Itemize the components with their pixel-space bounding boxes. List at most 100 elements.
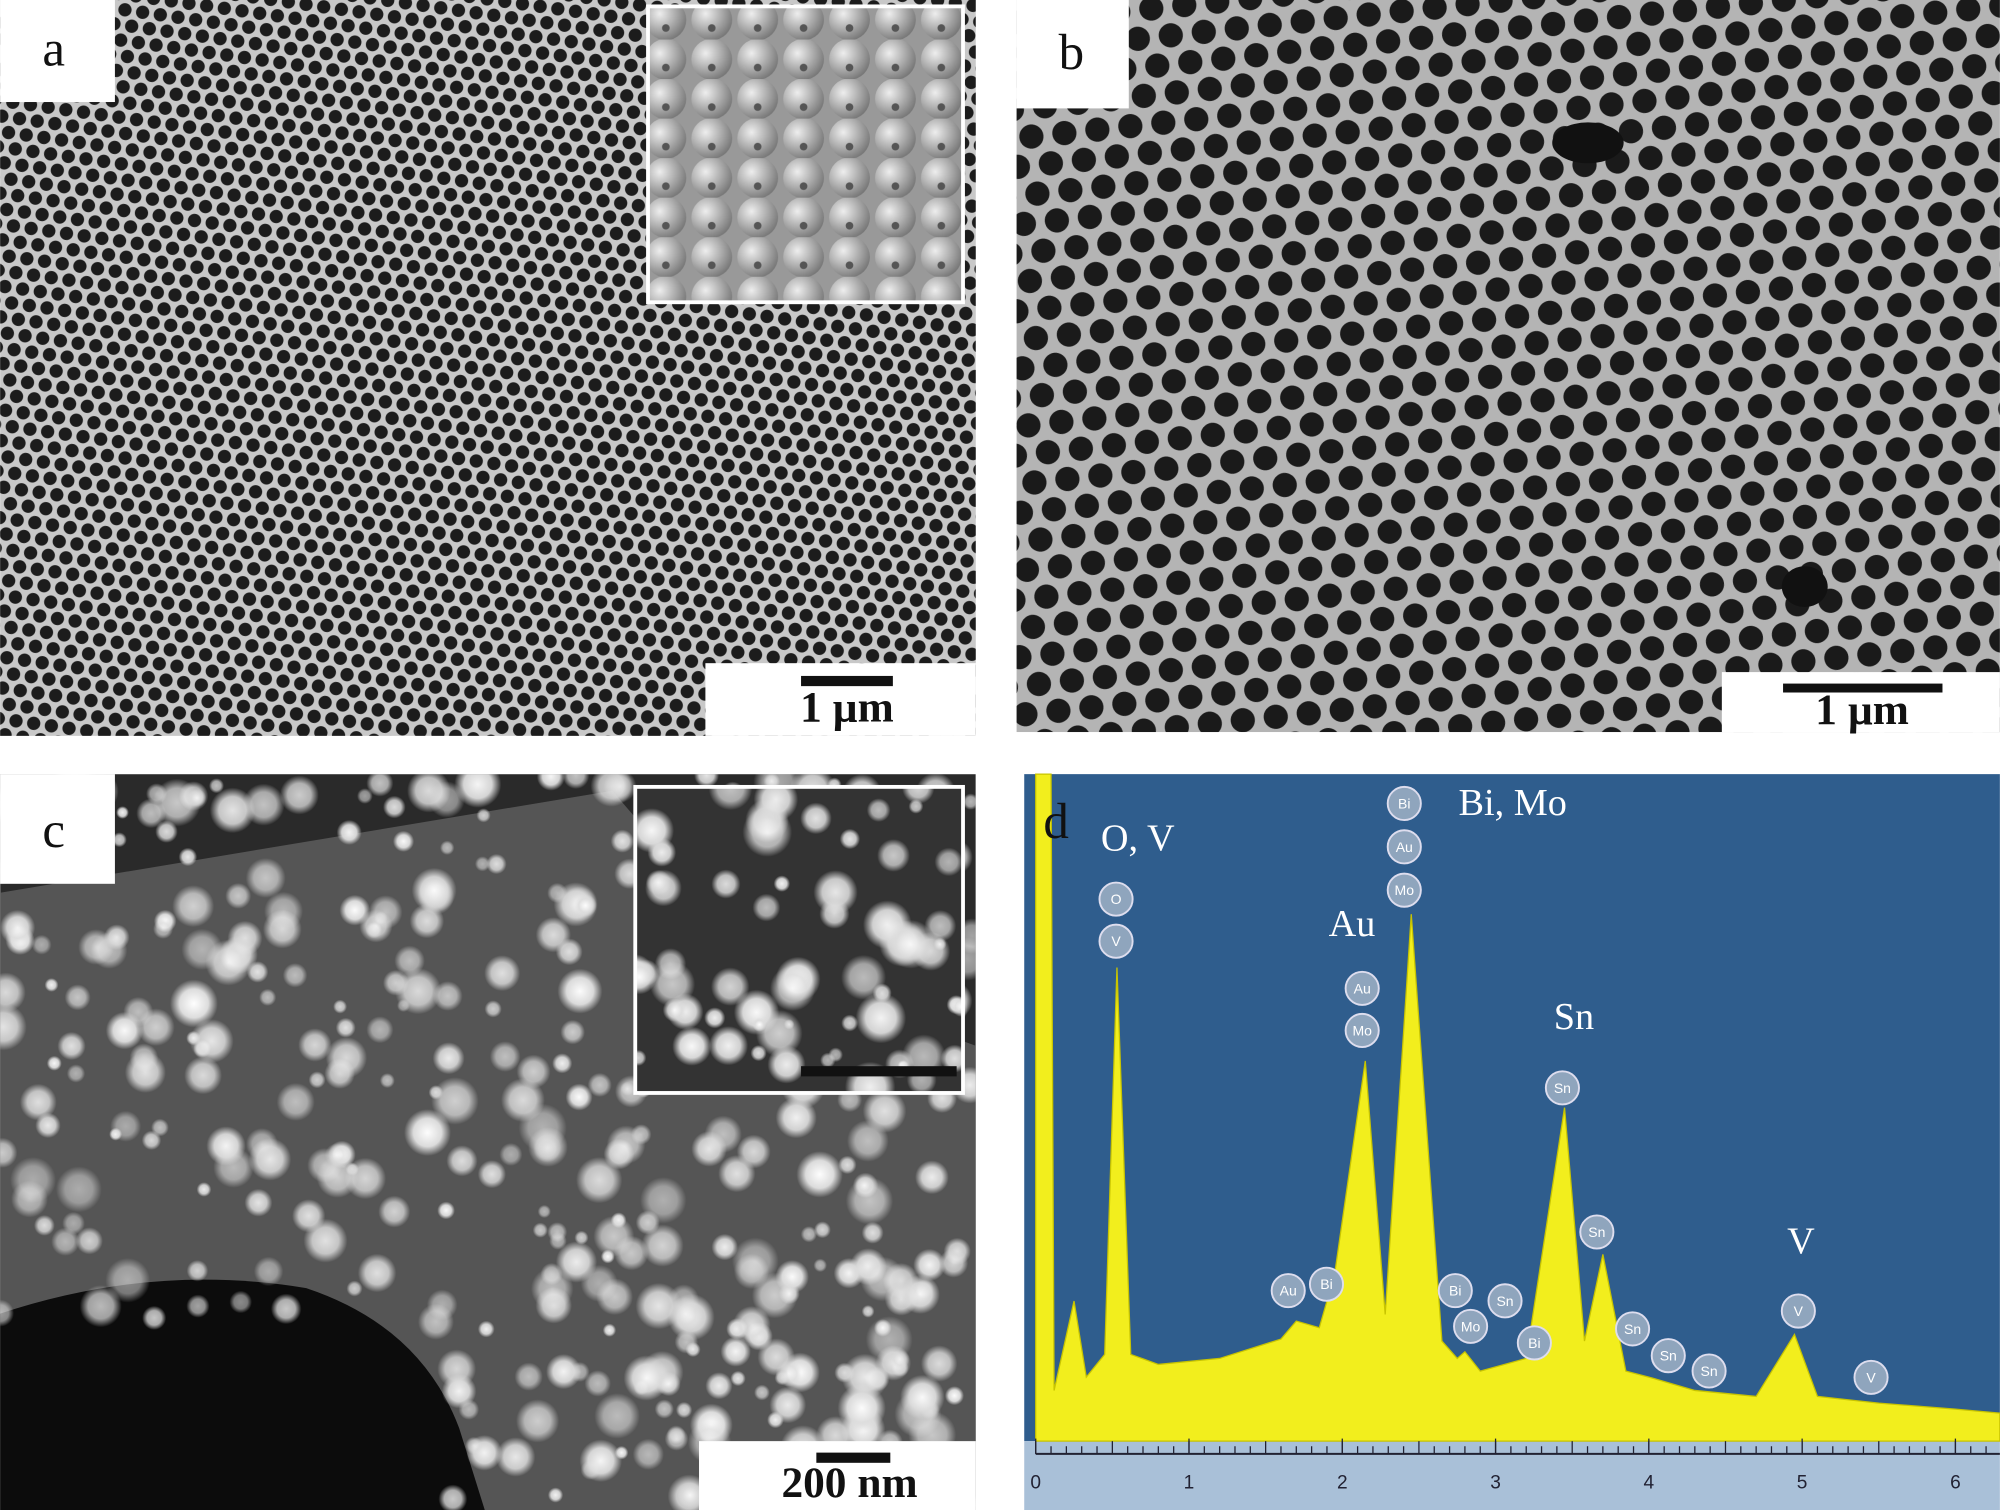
- element-badge-label: Sn: [1701, 1363, 1718, 1379]
- particle: [245, 858, 286, 898]
- particle: [151, 1118, 169, 1137]
- element-badge: [1098, 881, 1134, 917]
- particle: [613, 1235, 649, 1271]
- particle: [62, 1211, 85, 1235]
- x-tick-label: 1: [1184, 1472, 1195, 1493]
- particle: [641, 1224, 684, 1267]
- particle: [477, 1160, 506, 1189]
- particle: [569, 1361, 590, 1382]
- particle: [187, 788, 207, 808]
- particle: [796, 1151, 843, 1198]
- element-badge-label: Bi: [1320, 1276, 1332, 1292]
- particle: [900, 1274, 940, 1314]
- particle: [549, 1232, 567, 1250]
- particle: [431, 1077, 479, 1125]
- label-box: [0, 774, 115, 884]
- particle: [711, 869, 741, 899]
- particle: [708, 1026, 749, 1066]
- particle: [736, 1134, 771, 1169]
- particle: [516, 1399, 560, 1443]
- particle: [495, 1437, 536, 1477]
- particle: [392, 830, 415, 852]
- particle: [484, 1000, 502, 1018]
- x-tick-label: 3: [1490, 1472, 1501, 1493]
- particle: [253, 1256, 284, 1287]
- element-badge: [1650, 1338, 1686, 1374]
- particle: [662, 998, 687, 1022]
- scale-box: [1721, 672, 2000, 733]
- element-badge: [1453, 1308, 1489, 1344]
- particle: [630, 1124, 652, 1145]
- particle: [366, 1016, 394, 1044]
- particle: [886, 919, 935, 969]
- scale-bar: [816, 1452, 891, 1463]
- particle: [303, 1218, 348, 1263]
- particle: [560, 1019, 585, 1045]
- particle: [557, 968, 603, 1014]
- particle: [704, 1007, 726, 1029]
- particle: [596, 1278, 634, 1316]
- particle: [454, 774, 502, 808]
- particle: [552, 1053, 573, 1074]
- particle: [270, 1293, 302, 1325]
- particle: [635, 1049, 647, 1066]
- particle: [379, 1073, 395, 1089]
- spectrum-area: [1035, 773, 2000, 1442]
- particle: [245, 1128, 278, 1161]
- particle: [814, 1221, 831, 1239]
- particle: [847, 1120, 889, 1162]
- particle: [75, 1227, 103, 1255]
- particle: [382, 969, 409, 996]
- element-badge-label: Mo: [1352, 1022, 1372, 1038]
- label-box: [0, 0, 115, 103]
- particle: [565, 1083, 593, 1111]
- particle: [769, 1386, 807, 1424]
- particle: [186, 1260, 209, 1282]
- particle: [438, 1484, 468, 1510]
- particle: [244, 1188, 273, 1217]
- particle: [208, 778, 224, 794]
- particle: [733, 1306, 771, 1344]
- particle: [242, 783, 285, 826]
- particle: [962, 793, 976, 810]
- particle: [720, 1336, 751, 1367]
- inset-scale-bar: [801, 1066, 957, 1077]
- element-badge: [1544, 1070, 1580, 1106]
- particle: [484, 955, 521, 992]
- particle: [411, 867, 457, 913]
- particle: [308, 1071, 326, 1089]
- particle: [610, 829, 634, 853]
- particle: [710, 967, 750, 1006]
- particle: [259, 988, 277, 1006]
- particle: [635, 960, 657, 995]
- panel-label: a: [42, 21, 65, 77]
- particle: [0, 1299, 14, 1327]
- particle: [428, 781, 465, 818]
- particle: [383, 795, 406, 819]
- element-badge-label: Au: [1396, 839, 1413, 855]
- particle: [645, 869, 672, 896]
- particle: [705, 1372, 733, 1400]
- particle: [603, 774, 637, 803]
- particle: [752, 893, 781, 922]
- element-badge: [1098, 923, 1134, 959]
- particle: [731, 1237, 779, 1285]
- peak-label: Bi, Mo: [1458, 782, 1566, 824]
- particle: [325, 1037, 368, 1079]
- particle: [555, 938, 583, 966]
- x-tick-label: 4: [1644, 1472, 1655, 1493]
- particle: [654, 1399, 674, 1419]
- particle: [366, 774, 394, 797]
- particle: [594, 1393, 640, 1439]
- particle: [951, 996, 964, 1017]
- particle: [939, 1248, 969, 1278]
- panel-label: d: [1043, 794, 1069, 850]
- particle: [514, 1362, 543, 1391]
- particle: [432, 981, 463, 1011]
- particle: [635, 808, 675, 853]
- particle: [915, 1160, 949, 1195]
- element-badge: [1308, 1266, 1345, 1302]
- particle: [900, 1374, 945, 1420]
- particle: [562, 774, 590, 789]
